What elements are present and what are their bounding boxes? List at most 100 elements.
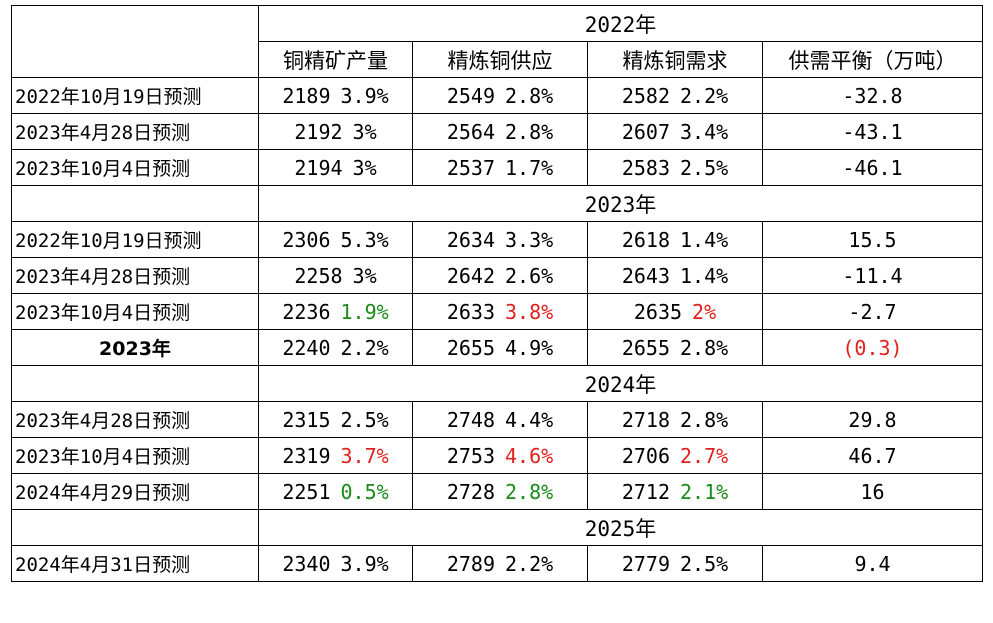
forecast-date-label: 2023年10月4日预测 [11,437,259,474]
balance-value: 46.7 [761,437,984,474]
volume-value: 2779 [621,551,670,576]
table-row: 2023年4月28日预测 2192 3% 2564 2.8% 2607 3.4% -43.1 [11,113,984,150]
value-cell: 2251 0.5% [258,473,413,510]
section-year: 2023年 [257,185,984,222]
value-cell: 2258 3% [258,257,413,294]
value-cell: 2582 2.2% [587,77,763,114]
growth-rate: 5.3% [340,227,389,252]
growth-rate: 4.4% [505,407,554,432]
value-cell: 2748 4.4% [412,401,588,438]
growth-rate: 2.8% [505,479,554,504]
growth-rate: 0.5% [340,479,389,504]
growth-rate: 2.6% [505,263,554,288]
growth-rate: 1.4% [680,227,729,252]
volume-value: 2189 [282,83,331,108]
row-label-empty [11,185,259,222]
section-year: 2022年 [257,5,984,42]
volume-value: 2236 [282,299,331,324]
growth-rate: 1.9% [340,299,389,324]
volume-value: 2635 [633,299,683,324]
value-cell: 2306 5.3% [258,221,413,258]
value-cell: 2633 3.8% [412,293,588,330]
value-cell: 2583 2.5% [587,149,763,186]
forecast-date-label: 2022年10月19日预测 [11,221,259,258]
growth-rate: 2.2% [340,335,389,360]
value-cell: 2618 1.4% [587,221,763,258]
value-cell: 2642 2.6% [412,257,588,294]
forecast-date-label: 2023年4月28日预测 [11,113,259,150]
growth-rate: 4.6% [505,443,554,468]
forecast-date-label: 2022年10月19日预测 [11,77,259,114]
growth-rate: 1.7% [505,155,554,180]
balance-value: -43.1 [761,113,984,150]
value-cell: 2728 2.8% [412,473,588,510]
value-cell: 2564 2.8% [412,113,588,150]
growth-rate: 3% [352,119,377,144]
volume-value: 2753 [446,443,495,468]
growth-rate: 3.9% [340,83,389,108]
growth-rate: 3.7% [340,443,389,468]
row-label-empty [11,365,259,402]
volume-value: 2582 [621,83,670,108]
balance-value: -32.8 [761,77,984,114]
value-cell: 2240 2.2% [258,329,413,366]
value-cell: 2655 2.8% [587,329,763,366]
volume-value: 2712 [621,479,670,504]
table-row: 2024年4月29日预测 2251 0.5% 2728 2.8% 2712 2.1% 16 [11,473,984,510]
forecast-date-label: 2023年4月28日预测 [11,401,259,438]
volume-value: 2319 [282,443,331,468]
volume-value: 2194 [294,155,343,180]
volume-value: 2706 [621,443,670,468]
growth-rate: 3.4% [680,119,729,144]
volume-value: 2192 [294,119,343,144]
growth-rate: 1.4% [680,263,729,288]
growth-rate: 2.5% [680,551,729,576]
value-cell: 2789 2.2% [412,545,588,582]
growth-rate: 3.3% [505,227,554,252]
section-year: 2025年 [257,509,984,546]
volume-value: 2789 [446,551,495,576]
volume-value: 2258 [294,263,343,288]
growth-rate: 3% [352,263,377,288]
volume-value: 2655 [446,335,495,360]
value-cell: 2718 2.8% [587,401,763,438]
year-header-row: 2024年 [11,365,984,402]
copper-forecast-table: 2022年 铜精矿产量 精炼铜供应 精炼铜需求 供需平衡（万吨） 2022年10月19日预… [11,5,984,582]
volume-value: 2537 [446,155,495,180]
forecast-date-label: 2024年4月31日预测 [11,545,259,582]
volume-value: 2607 [621,119,670,144]
column-header: 铜精矿产量 [258,41,413,78]
volume-value: 2315 [282,407,331,432]
value-cell: 2549 2.8% [412,77,588,114]
forecast-date-label: 2024年4月29日预测 [11,473,259,510]
table-row: 2022年10月19日预测 2189 3.9% 2549 2.8% 2582 2.2% -32… [11,77,984,114]
value-cell: 2753 4.6% [412,437,588,474]
growth-rate: 2.7% [680,443,729,468]
value-cell: 2236 1.9% [258,293,413,330]
volume-value: 2340 [282,551,331,576]
table-row: 2023年10月4日预测 2236 1.9% 2633 3.8% 2635 2% -2.7 [11,293,984,330]
volume-value: 2634 [446,227,495,252]
growth-rate: 3.8% [505,299,554,324]
balance-value: (0.3) [761,329,984,366]
forecast-date-label: 2023年4月28日预测 [11,257,259,294]
growth-rate: 2% [692,299,717,324]
volume-value: 2748 [446,407,495,432]
balance-value: -11.4 [761,257,984,294]
balance-value: 29.8 [761,401,984,438]
volume-value: 2643 [621,263,670,288]
volume-value: 2240 [282,335,331,360]
value-cell: 2607 3.4% [587,113,763,150]
balance-value: 15.5 [761,221,984,258]
volume-value: 2728 [446,479,495,504]
column-header: 供需平衡（万吨） [761,41,984,78]
table-row: 2023年10月4日预测 2194 3% 2537 1.7% 2583 2.5% -46.1 [11,149,984,186]
forecast-date-label: 2023年 [11,329,259,366]
growth-rate: 4.9% [505,335,554,360]
balance-value: -46.1 [761,149,984,186]
value-cell: 2189 3.9% [258,77,413,114]
volume-value: 2718 [621,407,670,432]
growth-rate: 2.2% [505,551,554,576]
table-row: 2023年4月28日预测 2258 3% 2642 2.6% 2643 1.4% -11.4 [11,257,984,294]
value-cell: 2340 3.9% [258,545,413,582]
